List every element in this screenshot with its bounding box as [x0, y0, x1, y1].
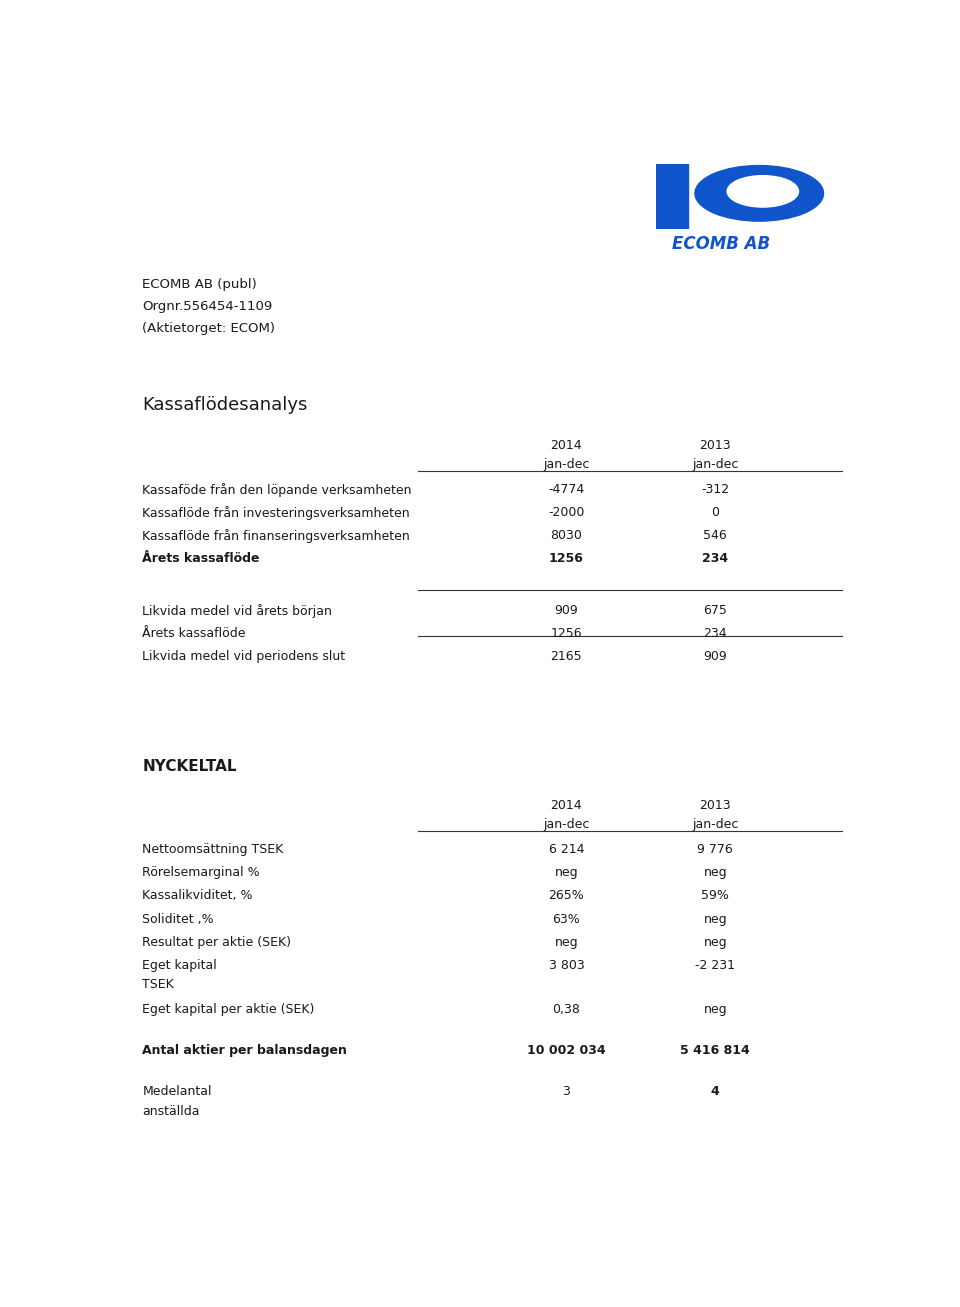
Text: 59%: 59% — [701, 890, 730, 903]
Text: 234: 234 — [704, 627, 727, 640]
Text: Medelantal: Medelantal — [142, 1085, 212, 1098]
Text: -2 231: -2 231 — [695, 959, 735, 972]
Text: -4774: -4774 — [548, 482, 585, 495]
Text: neg: neg — [704, 867, 727, 880]
Text: 9 776: 9 776 — [697, 843, 733, 856]
Text: (Aktietorget: ECOM): (Aktietorget: ECOM) — [142, 322, 276, 335]
Text: 2165: 2165 — [551, 650, 582, 663]
Text: 5 416 814: 5 416 814 — [681, 1044, 750, 1057]
Text: 675: 675 — [704, 604, 727, 617]
Text: ECOMB AB: ECOMB AB — [672, 235, 770, 254]
Text: 3: 3 — [563, 1085, 570, 1098]
Text: jan-dec: jan-dec — [543, 457, 589, 471]
Text: neg: neg — [704, 936, 727, 949]
Text: Kassaflöde från investeringsverksamheten: Kassaflöde från investeringsverksamheten — [142, 506, 410, 520]
Text: Årets kassaflöde: Årets kassaflöde — [142, 553, 260, 566]
Text: neg: neg — [704, 912, 727, 925]
Text: Orgnr.556454-1109: Orgnr.556454-1109 — [142, 299, 273, 312]
Text: 546: 546 — [704, 529, 727, 542]
Text: -2000: -2000 — [548, 506, 585, 519]
Text: Resultat per aktie (SEK): Resultat per aktie (SEK) — [142, 936, 291, 949]
Text: 63%: 63% — [553, 912, 580, 925]
Text: Soliditet ,%: Soliditet ,% — [142, 912, 214, 925]
Text: 2014: 2014 — [551, 439, 582, 452]
Text: 234: 234 — [702, 553, 729, 566]
Text: 2013: 2013 — [700, 799, 731, 812]
Text: ECOMB AB (publ): ECOMB AB (publ) — [142, 277, 257, 290]
Text: Likvida medel vid periodens slut: Likvida medel vid periodens slut — [142, 650, 346, 663]
Text: neg: neg — [555, 867, 578, 880]
Text: 265%: 265% — [548, 890, 585, 903]
Text: 1256: 1256 — [551, 627, 582, 640]
Text: Kassaföde från den löpande verksamheten: Kassaföde från den löpande verksamheten — [142, 482, 412, 497]
Text: 4: 4 — [710, 1085, 720, 1098]
Text: 909: 909 — [555, 604, 578, 617]
Text: TSEK: TSEK — [142, 978, 174, 991]
Text: anställda: anställda — [142, 1104, 200, 1117]
Text: Antal aktier per balansdagen: Antal aktier per balansdagen — [142, 1044, 348, 1057]
Text: neg: neg — [704, 1002, 727, 1016]
Text: Nettoomsättning TSEK: Nettoomsättning TSEK — [142, 843, 283, 856]
Text: Likvida medel vid årets början: Likvida medel vid årets början — [142, 604, 332, 618]
Text: Eget kapital: Eget kapital — [142, 959, 217, 972]
Text: -312: -312 — [701, 482, 730, 495]
Text: Kassalikviditet, %: Kassalikviditet, % — [142, 890, 252, 903]
Text: 2014: 2014 — [551, 799, 582, 812]
Text: Årets kassaflöde: Årets kassaflöde — [142, 627, 246, 640]
Text: Kassaflöde från finanseringsverksamheten: Kassaflöde från finanseringsverksamheten — [142, 529, 410, 544]
Text: 909: 909 — [704, 650, 727, 663]
Text: 6 214: 6 214 — [549, 843, 584, 856]
Text: 0,38: 0,38 — [552, 1002, 581, 1016]
Text: 3 803: 3 803 — [548, 959, 585, 972]
Text: Rörelsemarginal %: Rörelsemarginal % — [142, 867, 260, 880]
Text: jan-dec: jan-dec — [692, 818, 738, 831]
Text: jan-dec: jan-dec — [692, 457, 738, 471]
Text: Kassaflödesanalys: Kassaflödesanalys — [142, 396, 308, 414]
Text: 1256: 1256 — [549, 553, 584, 566]
Text: 2013: 2013 — [700, 439, 731, 452]
Text: neg: neg — [555, 936, 578, 949]
Text: 10 002 034: 10 002 034 — [527, 1044, 606, 1057]
Text: 8030: 8030 — [550, 529, 583, 542]
Text: jan-dec: jan-dec — [543, 818, 589, 831]
Text: Eget kapital per aktie (SEK): Eget kapital per aktie (SEK) — [142, 1002, 315, 1016]
Text: NYCKELTAL: NYCKELTAL — [142, 758, 237, 774]
Text: 0: 0 — [711, 506, 719, 519]
